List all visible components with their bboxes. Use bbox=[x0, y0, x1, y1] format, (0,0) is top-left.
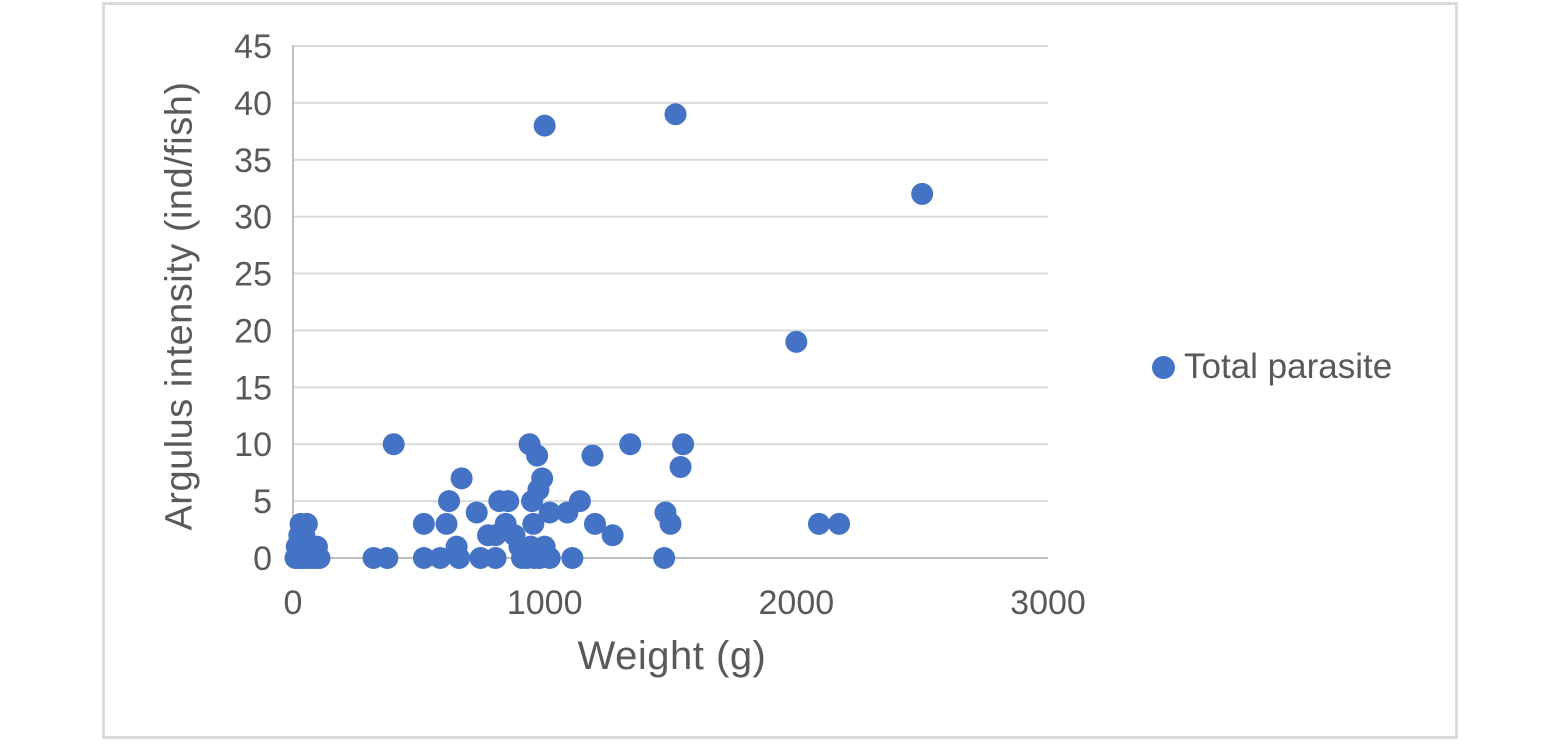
data-point bbox=[584, 512, 606, 535]
data-point bbox=[785, 330, 808, 353]
data-point bbox=[484, 547, 507, 569]
data-point bbox=[653, 547, 676, 569]
y-tick-label: 30 bbox=[234, 199, 272, 237]
data-point bbox=[533, 114, 556, 137]
y-tick-label: 40 bbox=[234, 85, 272, 123]
y-tick-label: 5 bbox=[253, 483, 272, 521]
data-point bbox=[659, 512, 682, 535]
legend-marker-icon bbox=[1152, 355, 1175, 379]
data-point bbox=[450, 467, 473, 490]
data-point bbox=[561, 547, 584, 569]
data-point bbox=[568, 490, 591, 513]
data-point bbox=[469, 547, 492, 569]
data-point bbox=[382, 433, 405, 456]
data-point bbox=[526, 444, 549, 467]
data-point bbox=[581, 444, 604, 467]
data-point bbox=[521, 490, 544, 513]
y-tick-label: 35 bbox=[234, 142, 272, 180]
x-tick-label: 3000 bbox=[1010, 584, 1086, 622]
data-point bbox=[807, 512, 830, 535]
data-point bbox=[911, 182, 934, 205]
y-tick-label: 45 bbox=[234, 28, 272, 66]
data-point bbox=[429, 547, 452, 569]
data-point bbox=[601, 524, 624, 547]
chart-frame bbox=[102, 2, 1458, 739]
y-tick-label: 0 bbox=[253, 540, 272, 578]
y-tick-label: 20 bbox=[234, 312, 272, 350]
legend-label: Total parasite bbox=[1184, 347, 1393, 386]
y-tick-label: 25 bbox=[234, 256, 272, 294]
data-point bbox=[438, 490, 461, 513]
y-tick-label: 10 bbox=[234, 426, 272, 464]
x-tick-label: 1000 bbox=[507, 584, 583, 622]
data-point bbox=[664, 103, 687, 126]
data-point bbox=[435, 512, 458, 535]
data-point bbox=[465, 501, 488, 524]
data-point bbox=[669, 455, 692, 478]
data-point bbox=[412, 547, 435, 569]
data-point bbox=[448, 547, 471, 569]
data-point bbox=[619, 433, 642, 456]
y-axis-title: Argulus intensity (ind/fish) bbox=[158, 81, 201, 531]
data-point bbox=[295, 512, 318, 535]
data-point bbox=[522, 512, 545, 535]
x-tick-label: 2000 bbox=[759, 584, 835, 622]
data-point bbox=[538, 501, 561, 524]
x-axis-title: Weight (g) bbox=[577, 634, 767, 678]
data-point bbox=[828, 512, 851, 535]
data-point bbox=[672, 433, 695, 456]
x-tick-label: 0 bbox=[284, 584, 303, 622]
data-point bbox=[538, 547, 561, 569]
data-point bbox=[412, 512, 435, 535]
data-point bbox=[497, 490, 520, 513]
data-point bbox=[376, 547, 399, 569]
y-tick-label: 15 bbox=[234, 369, 272, 407]
legend: Total parasite bbox=[1152, 347, 1392, 387]
